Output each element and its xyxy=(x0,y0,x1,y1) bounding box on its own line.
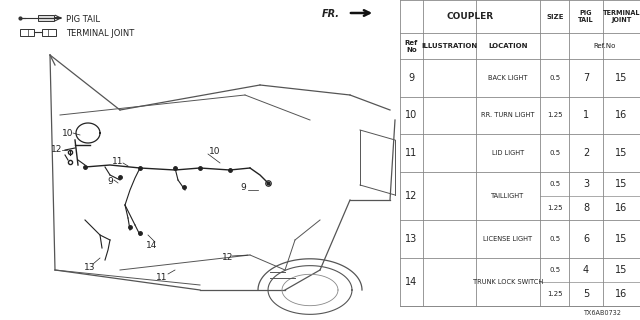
Text: TRUNK LOCK SWITCH: TRUNK LOCK SWITCH xyxy=(473,279,543,285)
Text: 10: 10 xyxy=(405,110,417,120)
Text: 0.5: 0.5 xyxy=(549,236,561,242)
Text: 9: 9 xyxy=(107,178,113,187)
Text: 11: 11 xyxy=(156,274,168,283)
Text: 15: 15 xyxy=(615,265,628,275)
Text: 5: 5 xyxy=(583,289,589,299)
Text: 16: 16 xyxy=(615,289,628,299)
Text: 16: 16 xyxy=(615,203,628,213)
Text: 15: 15 xyxy=(615,179,628,189)
Text: Ref.No: Ref.No xyxy=(593,43,616,49)
Text: TERMINAL
JOINT: TERMINAL JOINT xyxy=(603,10,640,23)
Text: 0.5: 0.5 xyxy=(549,181,561,187)
Text: 8: 8 xyxy=(583,203,589,213)
Text: 11: 11 xyxy=(112,157,124,166)
Text: LID LIGHT: LID LIGHT xyxy=(492,150,524,156)
Text: 12: 12 xyxy=(405,191,417,201)
Text: ILLUSTRATION: ILLUSTRATION xyxy=(421,43,477,49)
Text: 1.25: 1.25 xyxy=(547,291,563,297)
Bar xyxy=(20,28,34,36)
Text: 2: 2 xyxy=(583,148,589,158)
Text: 0.5: 0.5 xyxy=(549,150,561,156)
Text: 11: 11 xyxy=(405,148,417,158)
Text: FR.: FR. xyxy=(322,9,340,19)
Text: 10: 10 xyxy=(209,147,221,156)
Text: 15: 15 xyxy=(615,73,628,83)
Text: LOCATION: LOCATION xyxy=(488,43,528,49)
Text: BACK LIGHT: BACK LIGHT xyxy=(488,75,528,81)
Text: 1: 1 xyxy=(583,110,589,120)
Text: 13: 13 xyxy=(84,263,96,273)
Text: RR. TURN LIGHT: RR. TURN LIGHT xyxy=(481,112,535,118)
Bar xyxy=(42,28,56,36)
Text: 6: 6 xyxy=(583,234,589,244)
Text: COUPLER: COUPLER xyxy=(447,12,494,21)
Text: 12: 12 xyxy=(51,146,63,155)
Text: 10: 10 xyxy=(62,129,74,138)
Text: 0.5: 0.5 xyxy=(549,75,561,81)
Text: 0.5: 0.5 xyxy=(549,267,561,273)
Bar xyxy=(38,15,54,21)
Text: LICENSE LIGHT: LICENSE LIGHT xyxy=(483,236,532,242)
Text: 7: 7 xyxy=(583,73,589,83)
Text: SIZE: SIZE xyxy=(546,13,564,20)
Text: PIG
TAIL: PIG TAIL xyxy=(578,10,594,23)
Text: 16: 16 xyxy=(615,110,628,120)
Text: 9: 9 xyxy=(240,183,246,193)
Text: 15: 15 xyxy=(615,234,628,244)
Text: 14: 14 xyxy=(147,242,157,251)
Text: TX6AB0732: TX6AB0732 xyxy=(583,310,621,316)
Text: TAILLIGHT: TAILLIGHT xyxy=(492,193,525,199)
Text: 9: 9 xyxy=(408,73,415,83)
Text: Ref
No: Ref No xyxy=(404,40,418,52)
Text: 3: 3 xyxy=(583,179,589,189)
Text: 13: 13 xyxy=(405,234,417,244)
Text: 4: 4 xyxy=(583,265,589,275)
Text: 12: 12 xyxy=(222,253,234,262)
Text: 1.25: 1.25 xyxy=(547,205,563,211)
Text: TERMINAL JOINT: TERMINAL JOINT xyxy=(66,28,134,37)
Text: 14: 14 xyxy=(405,277,417,287)
Text: 15: 15 xyxy=(615,148,628,158)
Text: PIG TAIL: PIG TAIL xyxy=(66,14,100,23)
Text: 1.25: 1.25 xyxy=(547,112,563,118)
